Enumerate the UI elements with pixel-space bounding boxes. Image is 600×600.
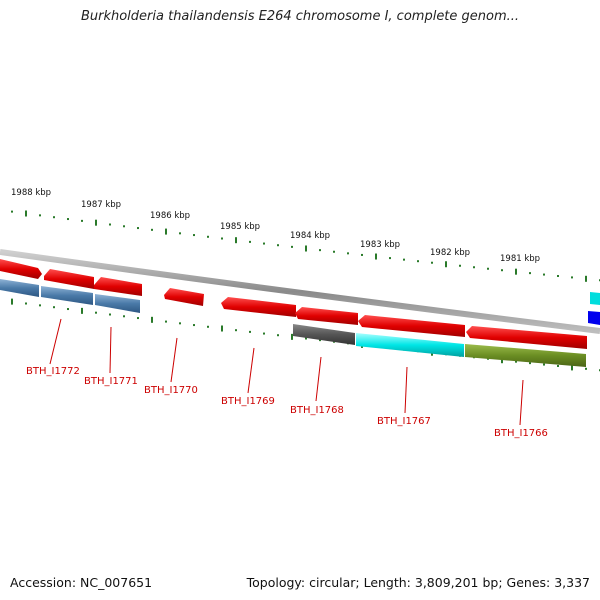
kbp-label: 1985 kbp [220,222,260,232]
gene-block[interactable] [293,324,355,345]
gene-label[interactable]: BTH_I1770 [144,385,198,396]
gene-block[interactable] [41,286,93,305]
gene-label[interactable]: BTH_I1769 [221,396,275,407]
gene-block[interactable] [588,311,600,325]
gene-block[interactable] [0,279,39,297]
gene-arrow[interactable] [44,269,94,289]
map-title: Burkholderia thailandensis E264 chromoso… [80,9,520,24]
kbp-label: 1987 kbp [81,200,121,210]
gene-label[interactable]: BTH_I1766 [494,428,548,439]
gene-arrow[interactable] [164,288,204,306]
gene-arrow[interactable] [295,307,358,325]
kbp-label: 1981 kbp [500,254,540,264]
gene-arrow[interactable] [0,259,42,279]
kbp-label: 1984 kbp [290,231,330,241]
kbp-labels: 1988 kbp 1987 kbp 1986 kbp 1985 kbp 1984… [11,188,540,264]
gene-block[interactable] [465,344,586,367]
accession-text: Accession: NC_007651 [10,575,153,590]
gene-label[interactable]: BTH_I1768 [290,405,344,416]
forward-strand-genes [0,259,587,349]
kbp-label: 1982 kbp [430,248,470,258]
gene-label[interactable]: BTH_I1772 [26,366,80,377]
gene-leader-lines [49,318,524,426]
gene-label[interactable]: BTH_I1767 [377,416,431,427]
gene-arrow[interactable] [466,326,587,349]
kbp-label: 1988 kbp [11,188,51,198]
gene-block[interactable] [356,333,464,357]
gene-block[interactable] [95,294,140,313]
chromosome-backbone [0,249,600,334]
topology-summary: Topology: circular; Length: 3,809,201 bp… [246,575,590,590]
gene-label[interactable]: BTH_I1771 [84,376,138,387]
kbp-label: 1983 kbp [360,240,400,250]
kbp-label: 1986 kbp [150,211,190,221]
gene-arrow[interactable] [94,277,142,296]
outer-tick-row [11,210,600,282]
gene-labels: BTH_I1772 BTH_I1771 BTH_I1770 BTH_I1769 … [26,366,548,439]
gene-block[interactable] [590,292,600,305]
gene-arrow[interactable] [221,297,296,317]
reverse-strand-genes [0,279,600,367]
gene-arrow[interactable] [358,315,465,337]
